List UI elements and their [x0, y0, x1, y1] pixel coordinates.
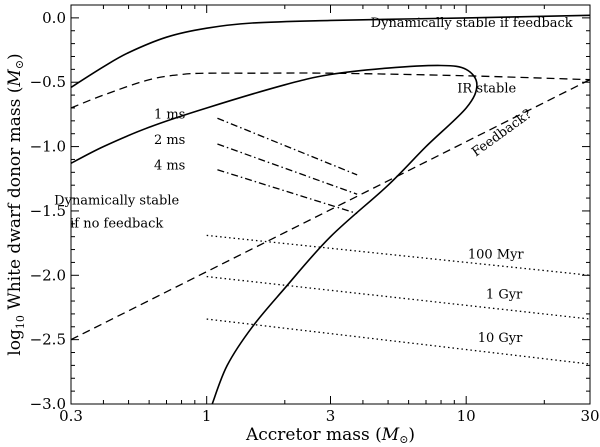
y-axis-label-unit-sub: ⊙: [13, 60, 26, 69]
y-axis-label-text: White dwarf donor mass (: [5, 87, 25, 316]
y-tick-label-2: −0.5: [30, 73, 66, 91]
annotation-9: 100 Myr: [468, 248, 525, 263]
y-tick-label-6: −2.5: [30, 331, 66, 349]
series-line-5: [217, 117, 358, 176]
y-axis-label-unit: M: [5, 69, 25, 88]
annotation-5: 2 ms: [154, 133, 185, 148]
x-axis-label-text: Accretor mass (: [245, 425, 382, 445]
x-axis-label-sub: ⊙: [399, 433, 408, 446]
y-axis-label-log: log: [5, 329, 25, 356]
annotation-4: 1 ms: [154, 107, 185, 122]
x-axis-label: Accretor mass (M⊙): [245, 425, 415, 446]
curves-layer: [71, 14, 590, 404]
y-tick-label-7: −3.0: [30, 395, 66, 413]
y-tick-label-4: −1.5: [30, 202, 66, 220]
annotation-6: 4 ms: [154, 159, 185, 174]
series-line-7: [217, 169, 358, 215]
annotation-8: if no feedback: [70, 217, 163, 232]
y-axis-label: log10 White dwarf donor mass (M⊙): [5, 53, 27, 355]
ticks-layer: 0.3 1 3 10 30 0.0 −0.5 −1.0 −1.5 −2.0 −2.5 −3.0: [30, 5, 600, 425]
series-line-9: [206, 275, 590, 320]
series-line-10: [206, 318, 590, 365]
x-tick-label-1: 0.3: [59, 407, 83, 425]
series-line-4: [71, 79, 590, 341]
series-line-2: [71, 72, 590, 109]
x-axis-label-unit: M: [381, 425, 400, 445]
annotation-10: 1 Gyr: [486, 287, 523, 302]
y-tick-label-3: −1.0: [30, 138, 66, 156]
series-line-3: [71, 64, 478, 404]
annotations-layer: Dynamically stable if feedback IR stable F…: [54, 16, 573, 346]
x-tick-label-3: 3: [326, 407, 336, 425]
annotation-1: Dynamically stable if feedback: [371, 16, 573, 31]
y-tick-label-5: −2.0: [30, 266, 66, 284]
y-axis-label-log-sub: 10: [14, 315, 27, 329]
series-line-1: [71, 14, 590, 89]
annotation-3: Feedback?: [469, 107, 535, 160]
series-line-6: [217, 143, 358, 195]
x-tick-label-2: 1: [202, 407, 212, 425]
series-line-8: [206, 234, 590, 276]
x-tick-label-5: 30: [580, 407, 599, 425]
y-tick-label-1: 0.0: [42, 9, 66, 27]
annotation-11: 10 Gyr: [478, 331, 523, 346]
x-tick-label-4: 10: [457, 407, 476, 425]
y-axis-label-close: ): [5, 53, 25, 60]
x-axis-label-close: ): [408, 425, 415, 445]
annotation-7: Dynamically stable: [54, 194, 179, 209]
annotation-2: IR stable: [457, 82, 516, 97]
